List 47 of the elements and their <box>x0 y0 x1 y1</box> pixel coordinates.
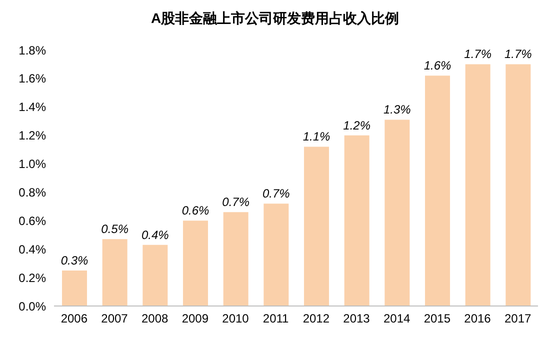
data-label: 1.7% <box>464 47 492 62</box>
data-label: 0.5% <box>101 222 129 236</box>
data-label: 1.2% <box>343 118 371 132</box>
bar <box>506 64 531 306</box>
x-tick-label: 2015 <box>424 312 451 326</box>
data-label: 1.6% <box>424 58 452 73</box>
x-tick-label: 2016 <box>464 312 492 326</box>
y-tick-label: 0.0% <box>18 299 46 314</box>
y-tick-label: 1.6% <box>18 72 46 86</box>
x-tick-label: 2007 <box>101 312 128 326</box>
data-label: 1.3% <box>383 102 412 117</box>
bar <box>344 135 370 306</box>
y-tick-label: 0.6% <box>18 214 46 228</box>
data-label: 0.7% <box>262 186 290 201</box>
bar <box>264 204 289 306</box>
data-label: 0.6% <box>182 204 210 218</box>
x-tick-label: 2014 <box>383 312 411 326</box>
bar <box>102 239 128 306</box>
y-tick-label: 1.2% <box>18 128 46 143</box>
x-tick-label: 2011 <box>262 312 290 326</box>
y-tick-label: 1.8% <box>18 43 46 58</box>
x-tick-label: 2009 <box>182 312 209 326</box>
data-label: 0.7% <box>222 195 250 210</box>
x-tick-label: 2013 <box>343 312 370 326</box>
bar <box>62 270 87 306</box>
bar <box>384 120 410 306</box>
chart-title: A股非金融上市公司研发费用占收入比例 <box>150 9 400 28</box>
x-tick-label: 2006 <box>60 312 88 326</box>
x-tick-label: 2008 <box>141 312 169 326</box>
bar <box>142 244 168 306</box>
bar <box>425 76 450 306</box>
bar <box>304 146 329 306</box>
bar <box>223 212 248 306</box>
y-tick-label: 1.0% <box>18 157 46 172</box>
y-tick-label: 0.4% <box>18 242 46 256</box>
x-tick-label: 2012 <box>302 312 330 326</box>
y-tick-label: 1.4% <box>18 100 46 114</box>
x-tick-label: 2017 <box>504 312 532 326</box>
data-label: 0.4% <box>141 228 170 242</box>
data-label: 0.3% <box>60 253 88 268</box>
data-label: 1.1% <box>302 130 330 144</box>
data-label: 1.7% <box>504 47 532 62</box>
y-tick-label: 0.2% <box>18 270 46 285</box>
bar <box>465 64 490 306</box>
bar <box>183 220 208 306</box>
y-tick-label: 0.8% <box>18 185 46 200</box>
x-tick-label: 2010 <box>222 312 250 326</box>
